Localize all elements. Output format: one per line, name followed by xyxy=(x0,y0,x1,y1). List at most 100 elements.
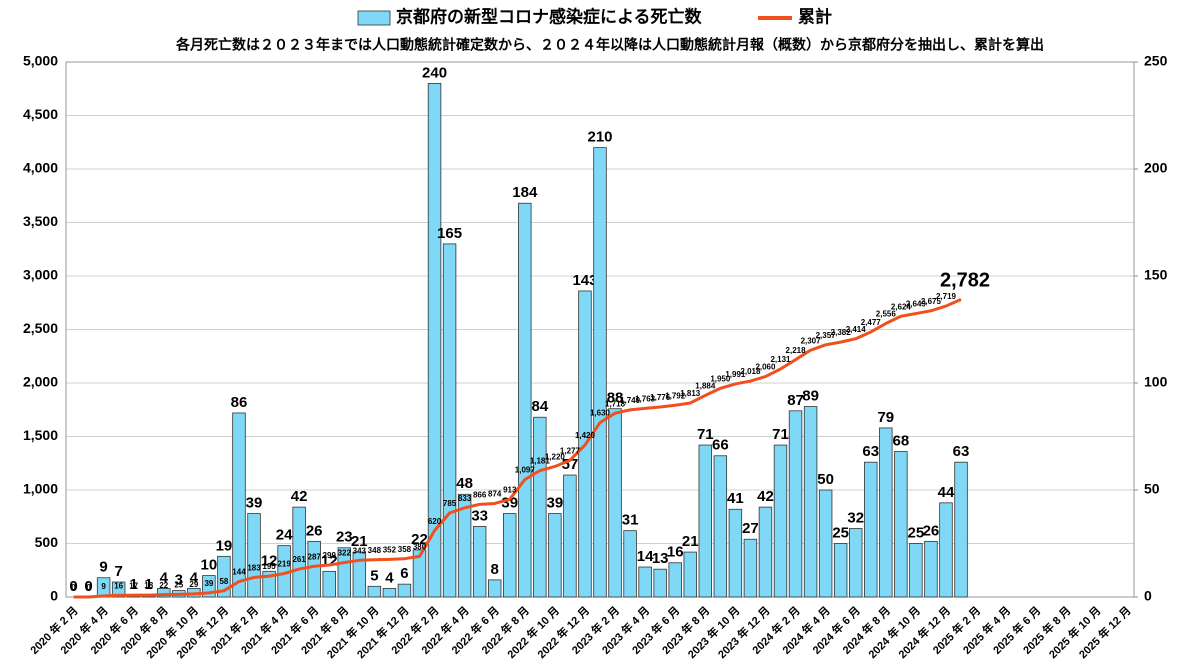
legend-label: 累計 xyxy=(798,6,832,26)
bar xyxy=(773,444,788,598)
line-value-label: 144 xyxy=(232,568,246,577)
bar-value-label: 25 xyxy=(832,524,849,541)
bar-value-label: 86 xyxy=(231,394,248,411)
line-value-label: 261 xyxy=(292,555,306,564)
bar-value-label: 71 xyxy=(772,426,789,443)
y2-tick-label: 100 xyxy=(1144,374,1168,390)
bar xyxy=(382,588,397,598)
bar-value-label: 57 xyxy=(562,456,579,473)
line-value-label: 380 xyxy=(413,542,427,551)
bar-value-label: 84 xyxy=(531,398,548,415)
y2-tick-label: 50 xyxy=(1144,481,1160,497)
line-value-label: 866 xyxy=(473,490,487,499)
bar xyxy=(939,502,953,598)
bar-value-label: 0 xyxy=(69,578,77,595)
bar-value-label: 26 xyxy=(306,522,323,539)
line-value-label: 1,763 xyxy=(635,394,656,403)
bar-value-label: 3 xyxy=(175,572,183,589)
line-value-label: 2,675 xyxy=(921,297,942,306)
line-value-label: 2,218 xyxy=(786,346,807,355)
bar-value-label: 1 xyxy=(130,576,138,593)
bar-value-label: 42 xyxy=(757,488,774,505)
bar xyxy=(412,549,427,598)
bar-value-label: 210 xyxy=(587,129,612,146)
bar xyxy=(894,451,908,598)
bar-value-label: 89 xyxy=(802,388,819,405)
bar xyxy=(623,530,637,598)
bar xyxy=(909,543,923,598)
y-tick-label: 500 xyxy=(35,534,59,550)
bar xyxy=(608,408,622,598)
y-tick-label: 0 xyxy=(50,588,58,604)
bar-value-label: 21 xyxy=(351,533,368,550)
line-value-label: 833 xyxy=(458,494,472,503)
line-value-label: 913 xyxy=(503,485,517,494)
line-value-label: 1,718 xyxy=(605,399,626,408)
line-value-label: 1,884 xyxy=(695,382,716,391)
line-value-label: 1,181 xyxy=(530,457,551,466)
line-value-label: 1,097 xyxy=(515,466,536,475)
bar xyxy=(713,455,728,598)
line-value-label: 2,382 xyxy=(831,328,852,337)
bar xyxy=(548,513,562,598)
bar-value-label: 39 xyxy=(547,495,564,512)
bar xyxy=(728,508,743,598)
line-value-label: 1,991 xyxy=(725,370,746,379)
y2-tick-label: 200 xyxy=(1144,160,1168,176)
bar-value-label: 39 xyxy=(501,495,518,512)
bar xyxy=(487,579,502,598)
bar xyxy=(518,202,532,598)
bar xyxy=(397,583,412,598)
bar-value-label: 63 xyxy=(953,443,970,460)
bar-value-label: 63 xyxy=(862,443,879,460)
y-tick-label: 2,500 xyxy=(23,320,58,336)
line-value-label: 2,060 xyxy=(755,363,776,372)
chart-subtitle: 各月死亡数は２０２３年までは人口動態統計確定数から、２０２４年以降は人口動態統計… xyxy=(175,37,1044,53)
line-value-label: 2,307 xyxy=(801,336,822,345)
y-tick-label: 1,000 xyxy=(23,481,58,497)
bar xyxy=(849,528,863,598)
line-value-label: 2,018 xyxy=(740,367,761,376)
line-value-label: 2,131 xyxy=(770,355,791,364)
line-value-label: 0 xyxy=(86,583,91,592)
bar-value-label: 143 xyxy=(572,272,597,289)
line-value-label: 1,630 xyxy=(590,409,611,418)
bar-value-label: 4 xyxy=(385,569,394,586)
bar xyxy=(427,83,442,598)
line-value-label: 1,776 xyxy=(650,393,671,402)
bar-value-label: 19 xyxy=(216,537,233,554)
line-value-label: 195 xyxy=(262,562,276,571)
bar xyxy=(352,551,367,598)
line-value-label: 0 xyxy=(71,583,76,592)
y2-tick-label: 0 xyxy=(1144,588,1152,604)
bar-value-label: 68 xyxy=(893,432,910,449)
line-value-label: 219 xyxy=(277,560,291,569)
y-tick-label: 1,500 xyxy=(23,427,58,443)
line-value-label: 17 xyxy=(129,581,138,590)
bar-value-label: 88 xyxy=(607,390,624,407)
line-value-label: 2,414 xyxy=(846,325,867,334)
line-value-label: 22 xyxy=(159,581,168,590)
line-value-label: 2,719 xyxy=(936,292,957,301)
bar xyxy=(337,547,351,598)
y-tick-label: 3,500 xyxy=(23,213,58,229)
line-value-label: 1,420 xyxy=(575,431,596,440)
line-value-label: 9 xyxy=(101,582,106,591)
bar xyxy=(217,555,231,598)
bar-value-label: 10 xyxy=(201,557,218,574)
bar xyxy=(307,540,321,598)
bar xyxy=(683,551,697,598)
y-tick-label: 2,000 xyxy=(23,374,58,390)
bar-value-label: 5 xyxy=(370,567,378,584)
bar-value-label: 14 xyxy=(637,548,654,565)
y-tick-label: 3,000 xyxy=(23,267,58,283)
bar-value-label: 66 xyxy=(712,437,729,454)
bar xyxy=(442,243,457,598)
bar-value-label: 7 xyxy=(114,563,122,580)
bar xyxy=(879,427,893,598)
bar-value-label: 79 xyxy=(877,409,894,426)
bar xyxy=(503,513,517,598)
bar xyxy=(593,147,607,598)
bar-value-label: 22 xyxy=(411,531,428,548)
